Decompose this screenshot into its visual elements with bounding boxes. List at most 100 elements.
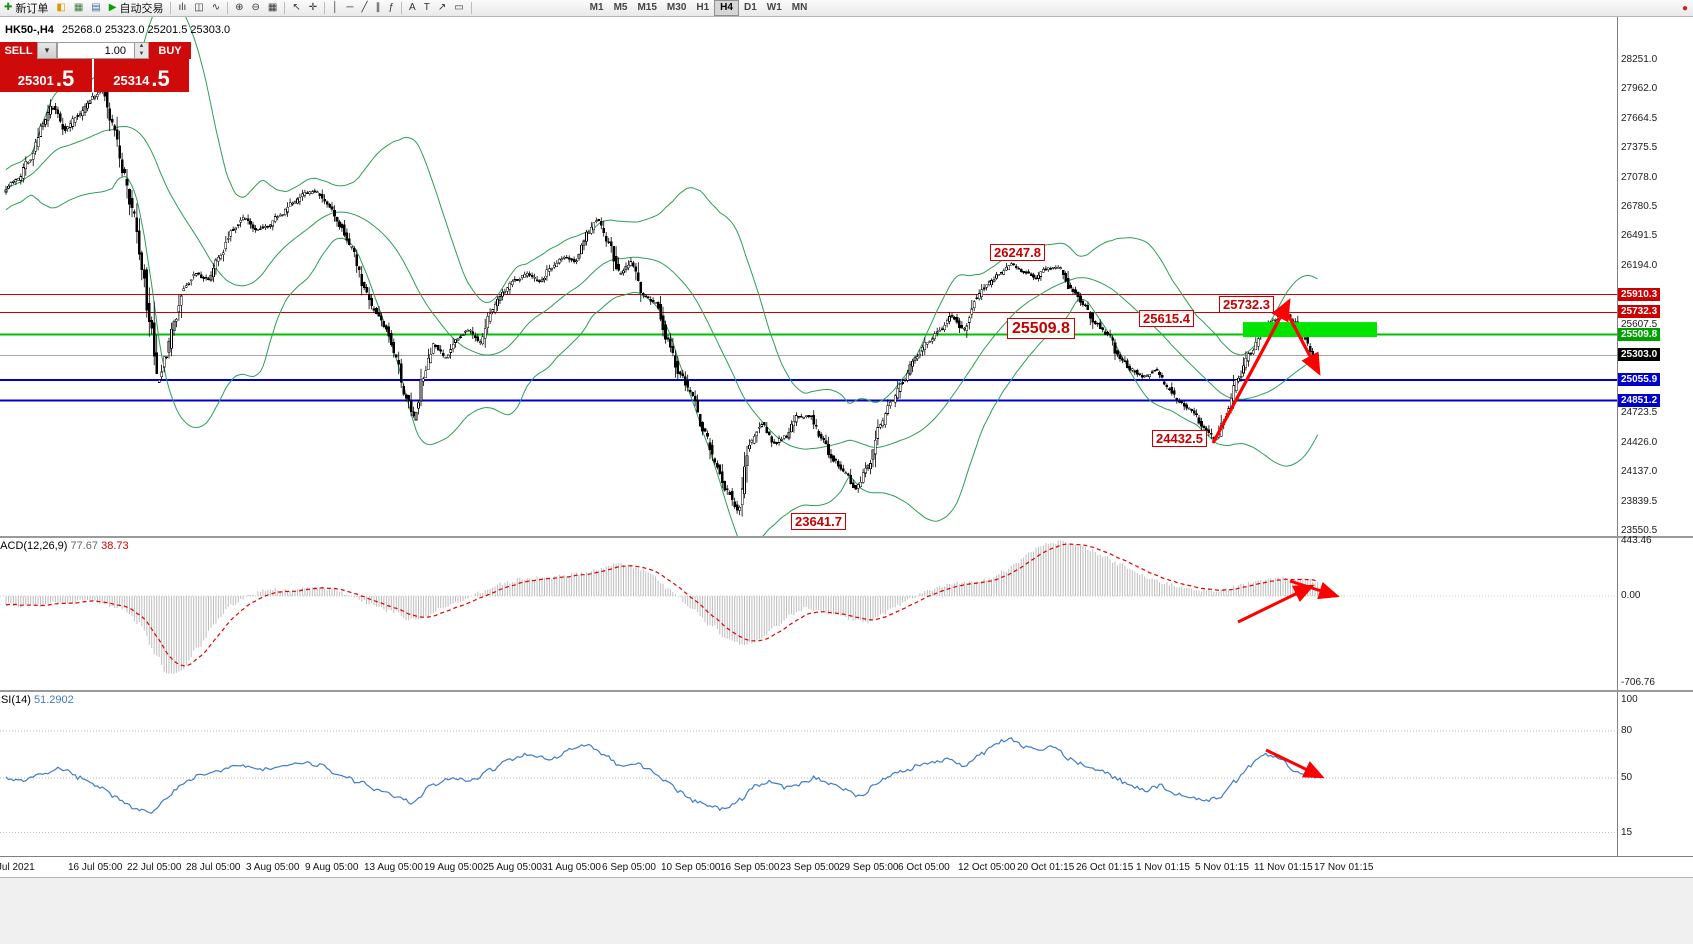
- time-axis-label: 16 Jul 05:00: [68, 862, 123, 873]
- toolbar-separator: [324, 2, 326, 14]
- fibonacci-button[interactable]: ƒ: [384, 0, 398, 16]
- auto-trading-button-label: 自动交易: [119, 3, 164, 15]
- time-axis-label: 17 Nov 01:15: [1314, 862, 1374, 873]
- fibonacci-icon: ƒ: [388, 2, 395, 13]
- time-axis[interactable]: 12 Jul 2021 16 Jul 05:00 22 Jul 05:00 28 Ju…: [0, 856, 1693, 877]
- symbol-period: HK50-,H4: [5, 24, 54, 36]
- bar-chart-button[interactable]: ılı: [174, 0, 190, 16]
- pane-splitter[interactable]: [0, 536, 1693, 538]
- time-axis-label: 22 Jul 05:00: [127, 862, 182, 873]
- time-axis-label: 10 Sep 05:00: [661, 862, 721, 873]
- sell-button[interactable]: SELL: [0, 42, 37, 59]
- macd-label: MACD(12,26,9) 77.67 38.73: [0, 540, 129, 552]
- time-axis-label: 25 Aug 05:00: [483, 862, 542, 873]
- volume-increase-button[interactable]: ▲: [135, 43, 148, 51]
- sell-price[interactable]: 25301.5: [0, 59, 92, 92]
- volume-input[interactable]: [58, 43, 126, 58]
- shapes-icon: ▭: [454, 2, 464, 13]
- text-button[interactable]: A: [405, 0, 420, 16]
- time-axis-label: 16 Sep 05:00: [720, 862, 780, 873]
- label-icon: T: [423, 2, 430, 13]
- timeframe-m5[interactable]: M5: [613, 2, 628, 13]
- tile-windows-button[interactable]: ▦: [264, 0, 281, 16]
- cursor-button[interactable]: ↖: [288, 0, 304, 16]
- new-order-button[interactable]: ✚ 新订单: [0, 0, 52, 16]
- time-axis-label: 12 Jul 2021: [0, 862, 35, 873]
- vertical-line-button[interactable]: │: [328, 0, 342, 16]
- line-chart-button[interactable]: ∿: [208, 0, 224, 16]
- candlestick-chart-button[interactable]: ◫: [190, 0, 207, 16]
- timeframe-m30[interactable]: M30: [666, 2, 687, 13]
- chart-list-icon: ▤: [91, 2, 101, 13]
- label-button[interactable]: T: [420, 0, 434, 16]
- trendline-button[interactable]: ╱: [357, 0, 371, 16]
- channel-button[interactable]: ∥: [371, 0, 384, 16]
- new-chart-icon: ▦: [73, 2, 84, 13]
- main-chart-pane[interactable]: [0, 17, 1617, 536]
- price-axis-border: [1617, 17, 1618, 877]
- one-click-trading-panel: SELL ▾ ▲ ▼ BUY 25301.5 25314.5: [0, 42, 191, 92]
- profiles-button[interactable]: ◧: [52, 0, 69, 16]
- channel-icon: ∥: [375, 2, 381, 13]
- notifications-icon[interactable]: ●: [1681, 2, 1688, 14]
- chevron-down-icon: ▾: [44, 45, 50, 55]
- chart-list-button[interactable]: ▤: [87, 0, 104, 16]
- macd-value2: 38.73: [101, 540, 129, 552]
- time-axis-label: 1 Nov 01:15: [1136, 862, 1190, 873]
- text-icon: A: [409, 2, 416, 13]
- timeframe-w1[interactable]: W1: [766, 2, 782, 13]
- time-axis-label: 26 Oct 01:15: [1076, 862, 1134, 873]
- zoom-out-button[interactable]: ⊖: [247, 0, 263, 16]
- shapes-button[interactable]: ▭: [450, 0, 467, 16]
- macd-name: MACD(12,26,9): [0, 540, 68, 552]
- auto-trading-icon: ▶: [108, 2, 117, 13]
- horizontal-line-button[interactable]: ─: [342, 0, 357, 16]
- buy-price[interactable]: 25314.5: [94, 59, 189, 92]
- timeframe-d1[interactable]: D1: [743, 2, 757, 13]
- volume-decrease-button[interactable]: ▼: [135, 50, 148, 58]
- sell-price-frac: .5: [55, 66, 75, 91]
- timeframe-mn[interactable]: MN: [791, 2, 808, 13]
- time-axis-label: 6 Sep 05:00: [602, 862, 656, 873]
- arrow-tool-button[interactable]: ↗: [434, 0, 450, 16]
- rsi-pane[interactable]: [0, 692, 1617, 856]
- time-axis-label: 13 Aug 05:00: [364, 862, 423, 873]
- chart-window[interactable]: 12 Jul 2021 16 Jul 05:00 22 Jul 05:00 28 Ju…: [0, 17, 1693, 877]
- zoom-in-button[interactable]: ⊕: [231, 0, 247, 16]
- time-axis-label: 23 Sep 05:00: [780, 862, 840, 873]
- buy-button[interactable]: BUY: [149, 42, 191, 59]
- ohlc-values: 25268.0 25323.0 25201.5 25303.0: [61, 24, 231, 36]
- time-axis-label: 29 Sep 05:00: [839, 862, 899, 873]
- profiles-icon: ◧: [56, 2, 66, 13]
- vertical-line-icon: │: [332, 2, 339, 13]
- new-chart-button[interactable]: ▦: [70, 0, 87, 16]
- sell-price-main: 25301: [17, 73, 54, 88]
- zoom-in-icon: ⊕: [235, 2, 244, 13]
- timeframe-m15[interactable]: M15: [637, 2, 657, 13]
- bottom-area: [0, 877, 1693, 944]
- macd-pane[interactable]: [0, 538, 1617, 690]
- time-axis-label: 5 Nov 01:15: [1195, 862, 1249, 873]
- timeframe-group: M1 M5 M15 M30 H1 H4 D1 W1 MN: [585, 0, 813, 16]
- time-axis-label: 11 Nov 01:15: [1254, 862, 1313, 873]
- timeframe-h4[interactable]: H4: [714, 0, 739, 16]
- pane-splitter[interactable]: [0, 690, 1693, 692]
- new-order-icon: ✚: [4, 2, 13, 13]
- buy-price-main: 25314: [113, 73, 150, 88]
- order-type-dropdown[interactable]: ▾: [37, 42, 57, 59]
- timeframe-h1[interactable]: H1: [696, 2, 710, 13]
- time-axis-label: 31 Aug 05:00: [542, 862, 601, 873]
- timeframe-m1[interactable]: M1: [589, 2, 604, 13]
- chart-title: HK50-,H4 25268.0 25323.0 25201.5 25303.0: [5, 24, 230, 36]
- rsi-name: RSI(14): [0, 694, 31, 706]
- toolbar-separator: [470, 2, 472, 14]
- crosshair-button[interactable]: ✛: [305, 0, 321, 16]
- time-axis-label: 20 Oct 01:15: [1017, 862, 1075, 873]
- time-axis-label: 3 Aug 05:00: [246, 862, 300, 873]
- time-axis-label: 12 Oct 05:00: [958, 862, 1016, 873]
- zoom-out-icon: ⊖: [251, 2, 260, 13]
- time-axis-label: 6 Oct 05:00: [898, 862, 950, 873]
- main-toolbar: ✚ 新订单 ◧ ▦ ▤ ▶ 自动交易 ılı ◫ ∿ ⊕ ⊖ ▦ ↖ ✛ │ ─ ╱ ∥ ƒ A T ↗ ▭ M1 M5 M15 M…: [0, 0, 1693, 17]
- auto-trading-button[interactable]: ▶ 自动交易: [105, 0, 168, 16]
